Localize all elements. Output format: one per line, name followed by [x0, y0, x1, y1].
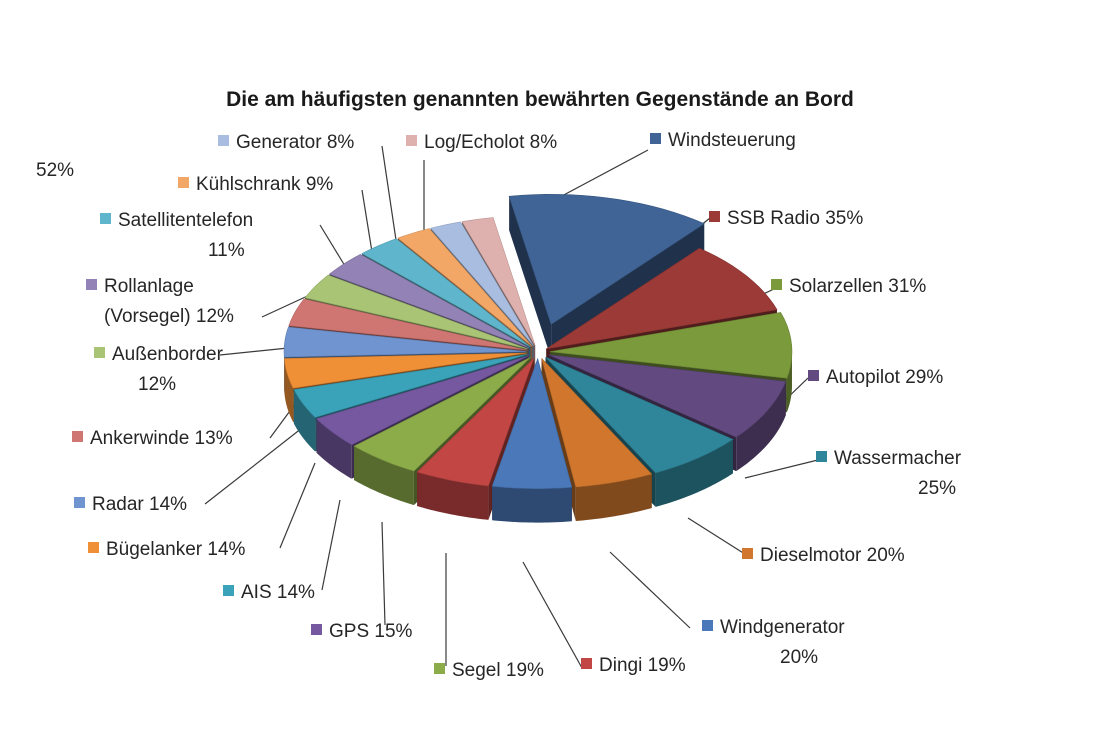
- legend-swatch-satellitentelefon: [100, 213, 111, 224]
- legend-swatch-rollanlage-vorsegel-: [86, 279, 97, 290]
- leader-line-dingi: [523, 562, 582, 668]
- leader-line-generator: [382, 146, 396, 240]
- legend-swatch-windgenerator: [702, 620, 713, 631]
- slice-label-außenborder: Außenborder: [112, 344, 224, 365]
- slice-label-windgenerator-line2: 20%: [780, 647, 818, 668]
- chart-title: Die am häufigsten genannten bewährten Ge…: [226, 88, 854, 111]
- slice-label-satellitentelefon-line2: 11%: [208, 240, 245, 261]
- slice-label-segel: Segel 19%: [452, 660, 544, 681]
- slice-label-wassermacher-line2: 25%: [918, 478, 956, 499]
- slice-label-ais: AIS 14%: [241, 582, 315, 603]
- legend-swatch-gps: [311, 624, 322, 635]
- legend-swatch-ssb-radio: [709, 211, 720, 222]
- slice-label-ankerwinde: Ankerwinde 13%: [90, 428, 233, 449]
- legend-swatch-außenborder: [94, 347, 105, 358]
- slice-label-ssb-radio: SSB Radio 35%: [727, 208, 863, 229]
- leader-line-gps: [382, 522, 385, 625]
- leader-line-windgenerator: [610, 552, 690, 628]
- slice-label-dingi: Dingi 19%: [599, 655, 686, 676]
- slice-label-log-echolot: Log/Echolot 8%: [424, 132, 557, 153]
- slice-label-kühlschrank: Kühlschrank 9%: [196, 174, 333, 195]
- legend-swatch-wassermacher: [816, 451, 827, 462]
- slice-label-rollanlage-vorsegel--line2: (Vorsegel) 12%: [104, 306, 234, 327]
- slice-label-gps: GPS 15%: [329, 621, 413, 642]
- leader-line-dieselmotor: [688, 518, 748, 556]
- slice-label-satellitentelefon: Satellitentelefon: [118, 210, 253, 231]
- legend-swatch-autopilot: [808, 370, 819, 381]
- legend-swatch-radar: [74, 497, 85, 508]
- slice-label-windsteuerung: Windsteuerung: [668, 130, 796, 151]
- legend-swatch-ankerwinde: [72, 431, 83, 442]
- leader-line-wassermacher: [745, 458, 826, 478]
- slice-side-windgenerator: [492, 486, 572, 522]
- legend-swatch-ais: [223, 585, 234, 596]
- slice-label-radar: Radar 14%: [92, 494, 187, 515]
- legend-swatch-log-echolot: [406, 135, 417, 146]
- slice-label-windsteuerung-line2: 52%: [36, 160, 74, 181]
- slice-label-generator: Generator 8%: [236, 132, 354, 153]
- leader-line-satellitentelefon: [320, 225, 345, 266]
- slice-label-windgenerator: Windgenerator: [720, 617, 845, 638]
- legend-swatch-dieselmotor: [742, 548, 753, 559]
- slice-label-solarzellen: Solarzellen 31%: [789, 276, 926, 297]
- legend-swatch-generator: [218, 135, 229, 146]
- legend-swatch-kühlschrank: [178, 177, 189, 188]
- slice-label-rollanlage-vorsegel-: Rollanlage: [104, 276, 194, 297]
- legend-swatch-dingi: [581, 658, 592, 669]
- legend-swatch-bügelanker: [88, 542, 99, 553]
- slice-label-dieselmotor: Dieselmotor 20%: [760, 545, 905, 566]
- slice-label-wassermacher: Wassermacher: [834, 448, 962, 469]
- leader-line-bügelanker: [280, 463, 315, 548]
- slice-tops: [284, 194, 792, 488]
- slice-label-bügelanker: Bügelanker 14%: [106, 539, 246, 560]
- legend-swatch-windsteuerung: [650, 133, 661, 144]
- leader-line-kühlschrank: [362, 190, 372, 252]
- legend-swatch-segel: [434, 663, 445, 674]
- slice-label-autopilot: Autopilot 29%: [826, 367, 943, 388]
- leader-line-ais: [322, 500, 340, 590]
- slice-label-außenborder-line2: 12%: [138, 374, 176, 395]
- legend-swatch-solarzellen: [771, 279, 782, 290]
